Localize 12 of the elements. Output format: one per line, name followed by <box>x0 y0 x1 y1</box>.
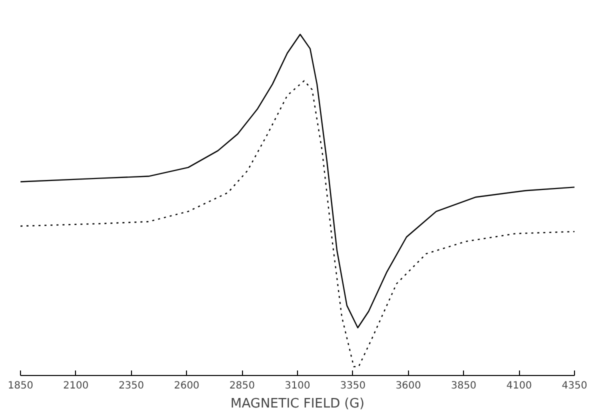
x-tick-label: 2350 <box>118 380 144 392</box>
x-tick-label: 2100 <box>63 380 89 392</box>
x-tick-label: 3600 <box>396 380 422 392</box>
x-tick-label: 1850 <box>8 380 34 392</box>
x-tick-label: 4100 <box>506 380 532 392</box>
x-tick-label: 2850 <box>229 380 255 392</box>
x-tick-label: 4350 <box>562 380 588 392</box>
x-tick-label: 2600 <box>174 380 200 392</box>
x-axis-title: MAGNETIC FIELD (G) <box>230 396 365 412</box>
x-tick-label: 3100 <box>284 380 310 392</box>
x-tick-label: 3850 <box>450 380 476 392</box>
x-tick-label: 3350 <box>340 380 366 392</box>
